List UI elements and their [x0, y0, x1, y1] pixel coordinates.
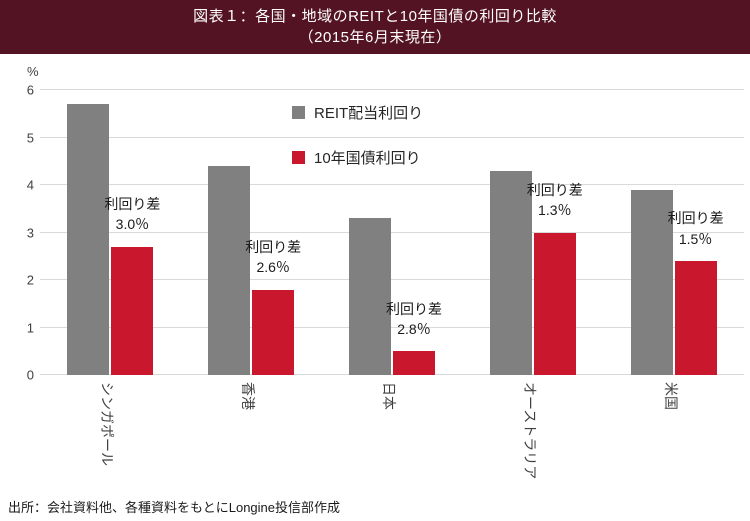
bar-group: 利回り差 1.5％ — [603, 90, 744, 375]
x-label-cell: 米国 — [603, 375, 744, 487]
plot-area: 利回り差 3.0％ 利回り差 2.6％ 利回り差 2.8％ 利回り差 1.3％ 利回り差 1.5％… — [27, 83, 744, 383]
chart-title-line2: （2015年6月末現在） — [298, 28, 452, 46]
bar-bond — [252, 289, 295, 375]
bar-bond — [533, 232, 576, 375]
y-tick-label: 2 — [26, 272, 34, 288]
y-tick-label: 5 — [26, 130, 34, 145]
chart-title-line1: 図表１：各国・地域のREITと10年国債の利回り比較 — [193, 7, 557, 25]
x-axis-label: シンガポール — [99, 382, 116, 466]
x-label-cell: 香港 — [181, 375, 322, 487]
y-tick-label: 6 — [26, 82, 34, 98]
x-axis-label: オーストラリア — [521, 382, 538, 480]
x-labels-row: シンガポール 香港 日本 オーストラリア 米国 — [40, 375, 744, 487]
chart-title-bar: 図表１：各国・地域のREITと10年国債の利回り比較 （2015年6月末現在） — [0, 0, 750, 54]
x-axis-label: 米国 — [662, 382, 679, 410]
gridline — [40, 279, 744, 280]
y-axis-unit-label: % — [27, 64, 39, 79]
source-note: 出所：会社資料他、各種資料をもとにLongine投信部作成 — [8, 500, 341, 515]
x-label-cell: シンガポール — [40, 375, 181, 487]
bars-layer: 利回り差 3.0％ 利回り差 2.6％ 利回り差 2.8％ 利回り差 1.3％ 利回り差 1.5％ — [40, 90, 744, 375]
chart-legend: REIT配当利回り 10年国債利回り — [292, 102, 423, 168]
bar-reit — [489, 170, 532, 375]
y-tick-label: 4 — [26, 177, 34, 193]
x-axis-label: 日本 — [380, 382, 397, 410]
legend-label-reit: REIT配当利回り — [314, 105, 424, 122]
chart-area: % 利回り差 3.0％ 利回り差 2.6％ 利回り差 2.8％ 利回り差 1.3％ 利回り差 1.… — [0, 54, 750, 487]
bar-group: 利回り差 3.0％ — [40, 90, 181, 375]
bar-bond — [111, 246, 154, 375]
y-tick-label: 3 — [26, 225, 34, 240]
x-axis-label: 香港 — [240, 382, 257, 410]
legend-swatch-bond-icon — [292, 151, 305, 164]
bar-reit — [348, 218, 391, 375]
bar-bond — [392, 351, 435, 375]
bar-bond — [674, 261, 717, 375]
legend-item-bond: 10年国債利回り — [292, 147, 423, 168]
gridline — [40, 231, 744, 233]
x-label-cell: オーストラリア — [462, 375, 603, 487]
legend-swatch-reit-icon — [292, 106, 305, 119]
y-tick-label: 1 — [26, 320, 34, 335]
gridline — [40, 374, 744, 375]
legend-label-bond: 10年国債利回り — [314, 150, 421, 167]
bar-group: 利回り差 1.3％ — [462, 90, 603, 375]
gridline — [40, 184, 744, 185]
gridline — [40, 136, 744, 138]
bar-reit — [208, 166, 251, 375]
bar-reit — [630, 189, 673, 375]
x-label-cell: 日本 — [322, 375, 463, 487]
gridline — [40, 89, 744, 90]
gridline — [40, 326, 744, 328]
legend-item-reit: REIT配当利回り — [292, 102, 423, 123]
bar-reit — [67, 104, 110, 375]
y-tick-label: 0 — [26, 367, 34, 383]
